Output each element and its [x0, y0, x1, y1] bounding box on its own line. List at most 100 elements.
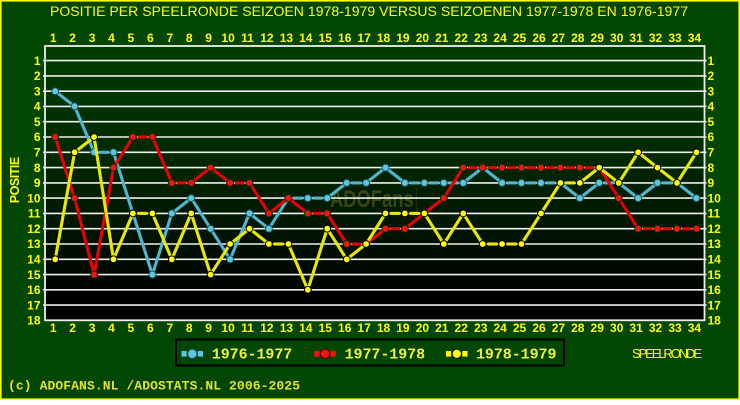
svg-text:22: 22 [455, 31, 469, 45]
svg-text:4: 4 [34, 100, 41, 114]
svg-text:7: 7 [166, 321, 173, 335]
svg-text:14: 14 [708, 253, 722, 267]
svg-text:12: 12 [27, 222, 41, 236]
svg-text:18: 18 [377, 321, 391, 335]
svg-text:15: 15 [319, 31, 333, 45]
svg-text:34: 34 [688, 321, 702, 335]
svg-text:22: 22 [455, 321, 469, 335]
svg-text:1: 1 [708, 54, 715, 68]
svg-text:5: 5 [34, 115, 41, 129]
svg-text:1978-1979: 1978-1979 [476, 346, 557, 363]
svg-text:16: 16 [338, 321, 352, 335]
svg-text:26: 26 [532, 321, 546, 335]
svg-text:13: 13 [27, 237, 41, 251]
svg-text:8: 8 [34, 161, 41, 175]
svg-text:19: 19 [396, 321, 410, 335]
svg-text:9: 9 [34, 176, 41, 190]
svg-text:15: 15 [27, 268, 41, 282]
svg-text:9: 9 [205, 321, 212, 335]
svg-text:16: 16 [338, 31, 352, 45]
svg-text:17: 17 [708, 298, 722, 312]
svg-text:23: 23 [474, 321, 488, 335]
svg-text:POSITIE: POSITIE [8, 157, 22, 204]
svg-text:33: 33 [668, 321, 682, 335]
svg-text:1976-1977: 1976-1977 [212, 346, 292, 363]
svg-text:16: 16 [708, 283, 722, 297]
svg-text:16: 16 [27, 283, 41, 297]
svg-text:17: 17 [357, 321, 371, 335]
svg-text:20: 20 [416, 31, 430, 45]
svg-text:21: 21 [435, 321, 449, 335]
svg-text:2: 2 [708, 69, 715, 83]
svg-text:34: 34 [688, 31, 702, 45]
svg-text:4: 4 [708, 100, 715, 114]
svg-text:8: 8 [186, 321, 193, 335]
svg-text:24: 24 [493, 321, 507, 335]
svg-text:24: 24 [493, 31, 507, 45]
svg-text:10: 10 [708, 191, 722, 205]
svg-text:26: 26 [532, 31, 546, 45]
svg-text:12: 12 [708, 222, 722, 236]
svg-text:32: 32 [649, 31, 663, 45]
svg-text:10: 10 [27, 191, 41, 205]
svg-text:15: 15 [319, 321, 333, 335]
svg-text:21: 21 [435, 31, 449, 45]
svg-text:15: 15 [708, 268, 722, 282]
svg-text:1: 1 [34, 54, 41, 68]
svg-text:28: 28 [571, 31, 585, 45]
svg-text:5: 5 [708, 115, 715, 129]
svg-text:31: 31 [629, 321, 643, 335]
svg-text:27: 27 [552, 31, 566, 45]
svg-text:1: 1 [50, 321, 57, 335]
svg-text:2: 2 [69, 31, 76, 45]
svg-text:33: 33 [668, 31, 682, 45]
svg-text:5: 5 [128, 321, 135, 335]
svg-text:2: 2 [69, 321, 76, 335]
svg-text:23: 23 [474, 31, 488, 45]
svg-text:13: 13 [280, 321, 294, 335]
svg-text:7: 7 [166, 31, 173, 45]
svg-text:25: 25 [513, 321, 527, 335]
svg-text:POSITIE PER SPEELRONDE SEIZOEN: POSITIE PER SPEELRONDE SEIZOEN 1978-1979… [50, 3, 688, 19]
svg-text:9: 9 [205, 31, 212, 45]
svg-text:30: 30 [610, 31, 624, 45]
svg-text:29: 29 [591, 31, 605, 45]
svg-text:12: 12 [260, 31, 274, 45]
svg-text:12: 12 [260, 321, 274, 335]
svg-text:30: 30 [610, 321, 624, 335]
svg-text:6: 6 [708, 130, 715, 144]
svg-text:3: 3 [708, 84, 715, 98]
svg-text:18: 18 [377, 31, 391, 45]
svg-text:5: 5 [128, 31, 135, 45]
svg-text:6: 6 [147, 31, 154, 45]
svg-text:31: 31 [629, 31, 643, 45]
svg-text:6: 6 [147, 321, 154, 335]
svg-text:SPEELRONDE: SPEELRONDE [632, 346, 702, 361]
svg-text:1: 1 [50, 31, 57, 45]
svg-text:11: 11 [241, 31, 254, 45]
svg-text:8: 8 [186, 31, 193, 45]
svg-text:10: 10 [221, 31, 235, 45]
svg-text:14: 14 [299, 31, 313, 45]
svg-text:32: 32 [649, 321, 663, 335]
svg-text:11: 11 [241, 321, 254, 335]
svg-text:3: 3 [89, 31, 96, 45]
svg-text:18: 18 [27, 314, 41, 328]
svg-text:17: 17 [27, 298, 41, 312]
svg-text:6: 6 [34, 130, 41, 144]
svg-text:14: 14 [299, 321, 313, 335]
svg-text:1977-1978: 1977-1978 [345, 346, 426, 363]
svg-text:18: 18 [708, 314, 722, 328]
svg-text:(c) ADOFANS.NL /ADOSTATS.NL 20: (c) ADOFANS.NL /ADOSTATS.NL 2006-2025 [8, 379, 300, 394]
svg-text:8: 8 [708, 161, 715, 175]
svg-text:19: 19 [396, 31, 410, 45]
svg-text:11: 11 [708, 207, 721, 221]
svg-text:10: 10 [221, 321, 235, 335]
svg-text:4: 4 [108, 321, 115, 335]
svg-text:3: 3 [89, 321, 96, 335]
svg-text:13: 13 [708, 237, 722, 251]
svg-text:13: 13 [280, 31, 294, 45]
svg-text:2: 2 [34, 69, 41, 83]
svg-text:27: 27 [552, 321, 566, 335]
svg-text:7: 7 [708, 146, 715, 160]
